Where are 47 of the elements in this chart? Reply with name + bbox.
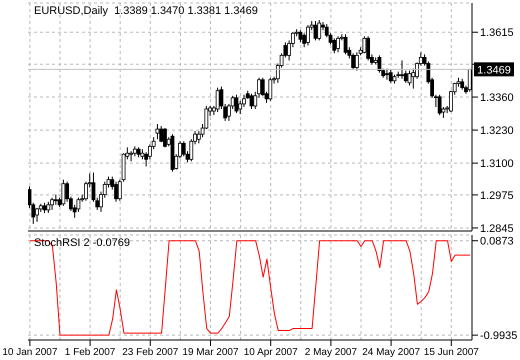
x-tick-label: 2 May 2007 bbox=[304, 347, 358, 358]
candlestick bbox=[136, 146, 141, 158]
candlestick bbox=[298, 30, 302, 43]
x-tick-label: 24 May 2007 bbox=[362, 347, 420, 358]
candlestick bbox=[378, 54, 382, 74]
candlestick bbox=[306, 24, 310, 46]
chart-title: EURUSD,Daily 1.3389 1.3470 1.3381 1.3469 bbox=[33, 5, 259, 17]
y-tick-label: 1.3360 bbox=[480, 92, 514, 104]
candlestick bbox=[408, 70, 412, 86]
candlestick bbox=[268, 77, 272, 102]
candlestick bbox=[234, 94, 238, 114]
candlestick bbox=[366, 36, 370, 61]
candlestick bbox=[129, 150, 133, 162]
x-tick-label: 10 Jan 2007 bbox=[2, 347, 58, 358]
y-tick-label: 1.2845 bbox=[480, 222, 514, 235]
candlestick bbox=[336, 36, 340, 53]
candlestick bbox=[250, 93, 254, 110]
y-tick-label: 1.3230 bbox=[480, 124, 514, 137]
candlestick bbox=[159, 126, 164, 143]
candlestick bbox=[163, 128, 167, 148]
candlestick bbox=[388, 69, 393, 84]
candlestick bbox=[344, 34, 348, 55]
y-tick-label: 1.3100 bbox=[480, 158, 514, 170]
x-tick-label: 10 Apr 2007 bbox=[244, 347, 298, 358]
candlestick bbox=[317, 20, 322, 41]
y-tick-label: 1.3615 bbox=[480, 27, 514, 40]
candlestick bbox=[50, 197, 54, 210]
candlestick bbox=[216, 87, 220, 113]
candlestick bbox=[46, 201, 50, 214]
x-tick-label: 1 Feb 2007 bbox=[64, 347, 116, 358]
candlestick bbox=[400, 60, 404, 80]
y-tick-label: 0.0873 bbox=[480, 236, 514, 248]
candlestick bbox=[385, 68, 389, 80]
candlestick bbox=[156, 123, 160, 140]
x-tick-label: 15 Jun 2007 bbox=[424, 347, 480, 358]
candlestick bbox=[42, 202, 46, 214]
x-tick-label: 19 Mar 2007 bbox=[182, 347, 239, 358]
candlestick bbox=[61, 179, 66, 206]
candlestick bbox=[35, 207, 39, 222]
candlestick bbox=[438, 94, 442, 116]
candlestick bbox=[460, 78, 464, 90]
ref-line-label: 1.3469 bbox=[477, 64, 511, 76]
line-series bbox=[29, 240, 471, 336]
candlestick bbox=[314, 20, 318, 41]
y-tick-label: 1.2975 bbox=[480, 190, 514, 202]
x-tick-label: 23 Feb 2007 bbox=[122, 347, 179, 358]
y-tick-label: -0.9935 bbox=[480, 330, 518, 342]
